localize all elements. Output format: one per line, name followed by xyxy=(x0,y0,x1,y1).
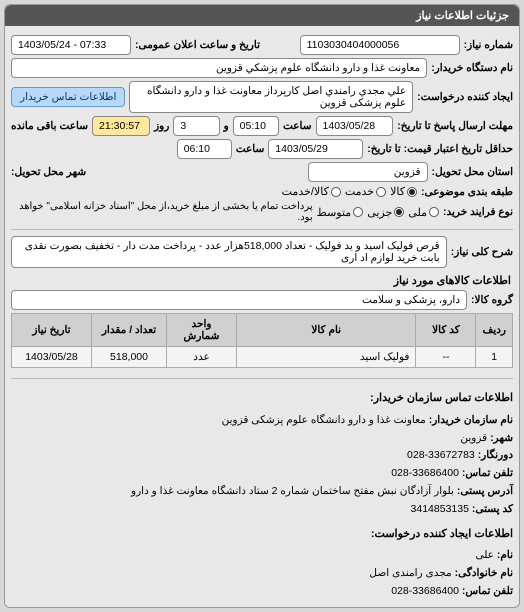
city-label: شهر: xyxy=(490,432,513,444)
announce-datetime-label: تاریخ و ساعت اعلان عمومی: xyxy=(135,39,260,51)
tel-value: 33686400-028 xyxy=(391,467,459,479)
radio-kala-khadamat-label: کالا/خدمت xyxy=(282,185,329,198)
radio-meli[interactable]: ملی xyxy=(408,206,439,219)
reply-deadline-label: مهلت ارسال پاسخ تا تاریخ: xyxy=(397,120,513,132)
cell-date: 1403/05/28 xyxy=(12,347,92,368)
province-field: قزوين xyxy=(308,162,428,182)
time-label-1: ساعت xyxy=(283,120,312,132)
creator-field: علي مجدي رامندي اصل کارپرداز معاونت غذا … xyxy=(129,81,413,113)
goods-table: ردیف کد کالا نام کالا واحد شمارش تعداد /… xyxy=(11,313,513,368)
radio-kala[interactable]: کالا xyxy=(390,185,417,198)
goods-section-title: اطلاعات کالاهای مورد نیاز xyxy=(13,274,511,287)
process-note: پرداخت تمام یا بخشی از مبلغ خرید،از محل … xyxy=(11,201,313,223)
province-label: استان محل تحویل: xyxy=(432,166,513,178)
time-label-2: ساعت xyxy=(236,143,265,155)
tel-label: تلفن تماس: xyxy=(462,467,513,479)
radio-motavasset[interactable]: متوسط xyxy=(317,206,364,219)
col-qty: تعداد / مقدار xyxy=(92,314,167,347)
city-value: قزوين xyxy=(460,432,487,444)
radio-jozi[interactable]: جزیی xyxy=(367,206,404,219)
need-number-label: شماره نیاز: xyxy=(464,39,513,51)
col-unit: واحد شمارش xyxy=(167,314,237,347)
day-label: روز xyxy=(154,120,169,132)
days-field: 3 xyxy=(173,116,219,136)
zip-label: کد پستی: xyxy=(472,503,513,515)
lname-value: مجدی رامندی اصل xyxy=(369,567,451,579)
radio-jozi-label: جزیی xyxy=(367,206,392,219)
requester-contact-section: اطلاعات ایجاد کننده درخواست: xyxy=(11,525,513,544)
buyer-device-field: معاونت غذا و دارو دانشگاه علوم پزشکي قزو… xyxy=(11,58,427,78)
rtel-label: تلفن تماس: xyxy=(462,585,513,597)
post-value: بلوار آزادگان نبش مفتح ساختمان شماره 2 س… xyxy=(131,485,454,497)
radio-khadamat[interactable]: خدمت xyxy=(345,185,386,198)
fax-label: دورنگار: xyxy=(478,449,513,461)
radio-khadamat-label: خدمت xyxy=(345,185,374,198)
col-date: تاریخ نیاز xyxy=(12,314,92,347)
cell-idx: 1 xyxy=(476,347,513,368)
validity-label: حداقل تاریخ اعتبار قیمت: تا تاریخ: xyxy=(367,143,513,155)
remaining-label: ساعت باقی مانده xyxy=(11,120,88,132)
radio-meli-label: ملی xyxy=(408,206,427,219)
col-code: کد کالا xyxy=(416,314,476,347)
buyer-contact-block: اطلاعات تماس سازمان خریدار: نام سازمان خ… xyxy=(11,389,513,601)
remaining-time-field: 21:30:57 xyxy=(92,116,150,136)
announce-datetime-field: 1403/05/24 - 07:33 xyxy=(11,35,131,55)
fname-value: علی xyxy=(475,549,494,561)
fname-label: نام: xyxy=(497,549,513,561)
need-details-panel: جزئیات اطلاعات نیاز شماره نیاز: 11030304… xyxy=(4,4,520,608)
table-header-row: ردیف کد کالا نام کالا واحد شمارش تعداد /… xyxy=(12,314,513,347)
radio-motavasset-label: متوسط xyxy=(317,206,352,219)
process-type-label: نوع فرایند خرید: xyxy=(443,206,513,218)
buyer-contact-button[interactable]: اطلاعات تماس خریدار xyxy=(11,87,125,107)
org-value: معاونت غذا و دارو دانشگاه علوم پزشكی قزو… xyxy=(222,414,426,426)
need-title-field: قرص فولیک اسید و ید فولیک - تعداد 518,00… xyxy=(11,236,447,268)
cell-name: فولیک اسید xyxy=(237,347,416,368)
panel-title: جزئیات اطلاعات نیاز xyxy=(5,5,519,26)
col-idx: ردیف xyxy=(476,314,513,347)
radio-kala-khadamat[interactable]: کالا/خدمت xyxy=(282,185,341,198)
lname-label: نام خانوادگی: xyxy=(455,567,513,579)
reply-deadline-date-field: 1403/05/28 xyxy=(316,116,394,136)
cell-qty: 518,000 xyxy=(92,347,167,368)
fax-value: 33672783-028 xyxy=(407,449,475,461)
reply-deadline-time-field: 05:10 xyxy=(233,116,279,136)
need-title-label: شرح کلی نیاز: xyxy=(451,246,513,258)
org-label: نام سازمان خریدار: xyxy=(429,414,513,426)
and-label: و xyxy=(224,120,229,132)
goods-group-label: گروه کالا: xyxy=(471,294,513,306)
goods-group-field: دارو، پزشکی و سلامت xyxy=(11,290,467,310)
cell-code: -- xyxy=(416,347,476,368)
post-label: آدرس پستی: xyxy=(457,485,513,497)
buyer-device-label: نام دستگاه خریدار: xyxy=(431,62,513,74)
validity-time-field: 06:10 xyxy=(177,139,232,159)
zip-value: 3414853135 xyxy=(411,503,469,515)
need-number-field: 1103030404000056 xyxy=(300,35,460,55)
table-row[interactable]: 1 -- فولیک اسید عدد 518,000 1403/05/28 xyxy=(12,347,513,368)
cell-unit: عدد xyxy=(167,347,237,368)
commodity-class-label: طبقه بندی موضوعی: xyxy=(421,186,513,198)
rtel-value: 33686400-028 xyxy=(391,585,459,597)
radio-kala-label: کالا xyxy=(390,185,405,198)
col-name: نام کالا xyxy=(237,314,416,347)
creator-label: ایجاد کننده درخواست: xyxy=(417,91,513,103)
city-delivery-label: شهر محل تحویل: xyxy=(11,166,86,178)
validity-date-field: 1403/05/29 xyxy=(268,139,363,159)
buyer-contact-section: اطلاعات تماس سازمان خریدار: xyxy=(11,389,513,408)
